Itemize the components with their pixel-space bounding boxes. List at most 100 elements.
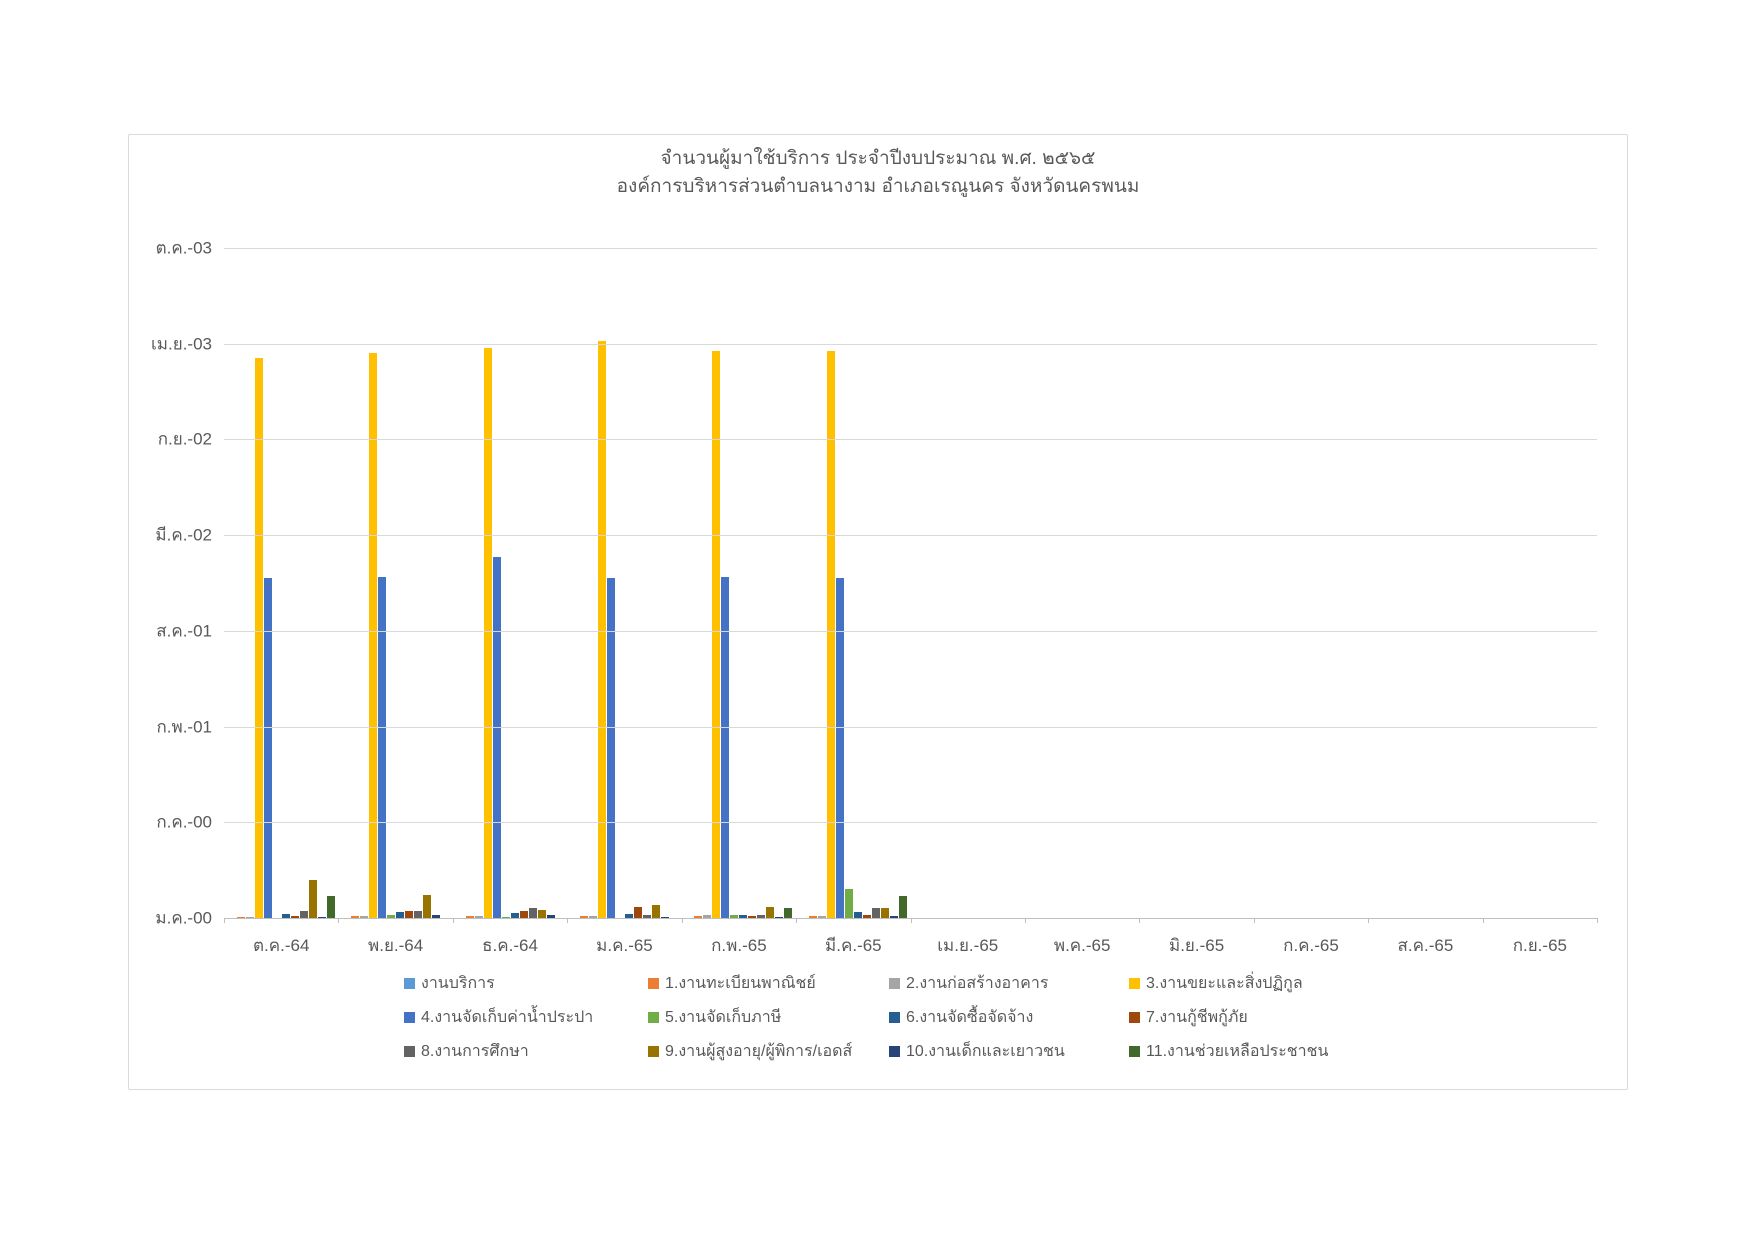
legend-swatch xyxy=(648,1045,659,1057)
legend-swatch xyxy=(404,1011,415,1023)
legend-label: 8.งานการศึกษา xyxy=(421,1042,529,1060)
legend-label: 9.งานผู้สูงอายุ/ผู้พิการ/เอดส์ xyxy=(665,1042,853,1060)
bar xyxy=(474,916,483,918)
y-axis-label: ม.ค.-00 xyxy=(155,908,212,928)
legend-item: งานบริการ xyxy=(404,971,648,996)
legend-item: 4.งานจัดเก็บค่าน้ำประปา xyxy=(404,1005,648,1030)
bar xyxy=(660,917,669,918)
legend-label: 5.งานจัดเก็บภาษี xyxy=(665,1008,782,1026)
y-axis-label: ก.ย.-02 xyxy=(157,429,212,449)
bar xyxy=(826,351,835,918)
bar xyxy=(579,916,588,918)
legend-item: 7.งานกู้ชีพกู้ภัย xyxy=(1129,1005,1328,1030)
bar xyxy=(844,889,853,918)
axis-tick xyxy=(910,918,912,923)
axis-tick xyxy=(1024,918,1026,923)
legend-swatch xyxy=(648,1011,659,1023)
gridline xyxy=(224,248,1597,249)
bar xyxy=(360,916,369,918)
bar xyxy=(712,351,721,918)
bar xyxy=(483,348,492,918)
bar xyxy=(748,916,757,918)
legend-item: 9.งานผู้สูงอายุ/ผู้พิการ/เอดส์ xyxy=(648,1039,889,1064)
gridline xyxy=(224,439,1597,441)
bar xyxy=(290,916,299,918)
legend-label: 3.งานขยะและสิ่งปฏิกูล xyxy=(1146,974,1303,992)
bar xyxy=(351,916,360,918)
legend-swatch xyxy=(404,977,415,989)
legend-item: 5.งานจัดเก็บภาษี xyxy=(648,1005,889,1030)
legend-item: 10.งานเด็กและเยาวชน xyxy=(889,1039,1129,1064)
legend-swatch xyxy=(889,1011,900,1023)
bar xyxy=(465,916,474,918)
bar xyxy=(642,915,651,918)
bar xyxy=(889,916,898,918)
bar xyxy=(281,914,290,918)
bar xyxy=(263,578,272,918)
category-group xyxy=(1254,248,1368,918)
bar xyxy=(299,911,308,918)
category-group xyxy=(1025,248,1139,918)
category-group xyxy=(911,248,1025,918)
x-axis-label: ม.ค.-65 xyxy=(596,936,653,955)
x-axis-label: ธ.ค.-64 xyxy=(482,936,538,955)
legend-swatch xyxy=(404,1045,415,1057)
category-group xyxy=(338,248,452,918)
bar xyxy=(703,915,712,918)
legend-item: 3.งานขยะและสิ่งปฏิกูล xyxy=(1129,971,1328,996)
axis-tick xyxy=(1368,918,1370,923)
gridline xyxy=(224,343,1597,345)
bar xyxy=(387,915,396,918)
legend-label: 2.งานก่อสร้างอาคาร xyxy=(906,974,1049,992)
bar xyxy=(423,895,432,918)
bar xyxy=(396,912,405,918)
axis-tick xyxy=(567,918,569,923)
legend-swatch xyxy=(889,1045,900,1057)
legend-swatch xyxy=(889,977,900,989)
bar xyxy=(510,913,519,918)
legend-item: 1.งานทะเบียนพาณิชย์ xyxy=(648,971,889,996)
bar xyxy=(871,908,880,918)
x-axis-label: ส.ค.-65 xyxy=(1397,936,1454,955)
bar-groups xyxy=(224,248,1597,918)
bar xyxy=(254,358,263,918)
bar xyxy=(597,341,606,918)
gridline xyxy=(224,630,1597,632)
bar xyxy=(245,917,254,918)
bar xyxy=(898,896,907,918)
bar xyxy=(853,912,862,918)
legend-swatch xyxy=(1129,1011,1140,1023)
bar xyxy=(880,908,889,918)
chart-title-block: จำนวนผู้มาใช้บริการ ประจำปีงบประมาณ พ.ศ.… xyxy=(129,145,1627,201)
legend-swatch xyxy=(1129,977,1140,989)
legend-label: 11.งานช่วยเหลือประชาชน xyxy=(1146,1042,1329,1060)
bar xyxy=(308,880,317,918)
legend-label: 1.งานทะเบียนพาณิชย์ xyxy=(665,974,816,992)
x-axis-label: เม.ย.-65 xyxy=(937,936,999,955)
legend-item: 11.งานช่วยเหลือประชาชน xyxy=(1129,1039,1328,1064)
category-group xyxy=(1368,248,1482,918)
chart-frame: จำนวนผู้มาใช้บริการ ประจำปีงบประมาณ พ.ศ.… xyxy=(128,134,1628,1090)
bar xyxy=(606,578,615,918)
bar xyxy=(757,915,766,918)
x-axis-label: พ.ย.-64 xyxy=(368,936,424,955)
bar xyxy=(492,557,501,918)
gridline xyxy=(224,535,1597,537)
category-group xyxy=(224,248,338,918)
bar xyxy=(862,915,871,918)
legend-item: 6.งานจัดซื้อจัดจ้าง xyxy=(889,1005,1129,1030)
legend: งานบริการ 1.งานทะเบียนพาณิชย์ 2.งานก่อสร้า… xyxy=(404,966,1328,1068)
bar xyxy=(624,914,633,918)
gridline xyxy=(224,726,1597,728)
category-group xyxy=(1483,248,1597,918)
bar xyxy=(739,915,748,918)
bar xyxy=(528,908,537,918)
x-axis-label: พ.ค.-65 xyxy=(1053,936,1111,955)
axis-tick xyxy=(338,918,340,923)
plot-area: ม.ค.-00 ก.ค.-00 ก.พ.-01 ส.ค.-01 มี.ค.-02 ก.ย.… xyxy=(151,239,1598,928)
legend-label: 7.งานกู้ชีพกู้ภัย xyxy=(1146,1008,1248,1026)
bar xyxy=(432,915,441,918)
axis-tick xyxy=(1597,918,1598,923)
bar xyxy=(501,917,510,918)
